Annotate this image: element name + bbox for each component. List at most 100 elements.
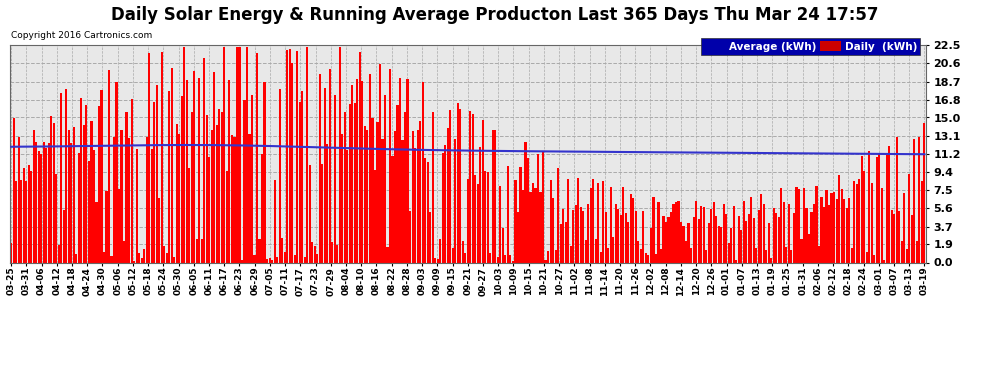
Bar	[138, 253, 141, 262]
Bar	[263, 82, 265, 262]
Bar	[625, 213, 627, 262]
Bar	[454, 139, 456, 262]
Bar	[530, 192, 532, 262]
Bar	[226, 171, 228, 262]
Bar	[710, 209, 712, 262]
Bar	[437, 259, 439, 262]
Bar	[690, 248, 692, 262]
Bar	[211, 130, 213, 262]
Bar	[451, 248, 453, 262]
Bar	[567, 179, 569, 262]
Bar	[286, 50, 288, 262]
Bar	[399, 78, 401, 262]
Bar	[713, 202, 715, 262]
Bar	[391, 156, 394, 262]
Bar	[10, 243, 12, 262]
Bar	[424, 158, 426, 262]
Bar	[577, 178, 579, 262]
Bar	[798, 189, 800, 262]
Bar	[778, 217, 780, 262]
Bar	[715, 216, 717, 262]
Bar	[660, 249, 662, 262]
Bar	[780, 188, 782, 262]
Bar	[329, 69, 331, 262]
Bar	[224, 47, 226, 262]
Bar	[291, 63, 293, 262]
Bar	[881, 188, 883, 262]
Bar	[409, 210, 411, 262]
Bar	[806, 209, 808, 262]
Bar	[858, 180, 860, 262]
Bar	[379, 64, 381, 262]
Bar	[610, 186, 612, 262]
Bar	[921, 181, 923, 262]
Bar	[366, 130, 368, 262]
Bar	[123, 241, 125, 262]
Bar	[244, 100, 246, 262]
Bar	[62, 210, 65, 262]
Bar	[70, 143, 72, 262]
Bar	[241, 260, 243, 262]
Bar	[461, 242, 464, 262]
Bar	[525, 142, 527, 262]
Bar	[446, 128, 448, 262]
Bar	[720, 227, 723, 262]
Bar	[745, 220, 747, 262]
Bar	[469, 111, 471, 262]
Text: Daily Solar Energy & Running Average Producton Last 365 Days Thu Mar 24 17:57: Daily Solar Energy & Running Average Pro…	[111, 6, 879, 24]
Bar	[886, 155, 888, 262]
Bar	[464, 253, 466, 262]
Bar	[342, 134, 344, 262]
Bar	[693, 217, 695, 262]
Bar	[288, 49, 291, 262]
Bar	[685, 241, 687, 262]
Bar	[728, 243, 730, 262]
Bar	[592, 179, 594, 262]
Bar	[703, 207, 705, 262]
Bar	[853, 181, 855, 262]
Bar	[65, 89, 67, 262]
Bar	[770, 258, 772, 262]
Bar	[113, 137, 115, 262]
Bar	[630, 194, 632, 262]
Bar	[30, 171, 33, 262]
Bar	[15, 181, 17, 262]
Bar	[916, 241, 918, 262]
Bar	[638, 242, 640, 262]
Bar	[216, 126, 218, 262]
Bar	[559, 224, 561, 262]
Bar	[793, 213, 795, 262]
Bar	[203, 58, 205, 262]
Bar	[499, 186, 502, 262]
Bar	[283, 252, 286, 262]
Bar	[432, 112, 434, 262]
Bar	[512, 261, 514, 262]
Bar	[590, 188, 592, 262]
Bar	[557, 168, 559, 262]
Bar	[170, 68, 173, 262]
Bar	[309, 165, 311, 262]
Bar	[273, 180, 275, 262]
Bar	[183, 47, 185, 262]
Bar	[141, 258, 143, 262]
Bar	[153, 102, 155, 262]
Bar	[131, 99, 133, 262]
Bar	[826, 190, 828, 262]
Bar	[587, 204, 589, 262]
Bar	[36, 142, 38, 262]
Bar	[602, 181, 604, 262]
Bar	[821, 197, 823, 262]
Bar	[828, 205, 831, 262]
Bar	[384, 95, 386, 262]
Bar	[768, 223, 770, 262]
Bar	[510, 255, 512, 262]
Bar	[572, 210, 574, 262]
Bar	[23, 168, 25, 262]
Bar	[374, 170, 376, 262]
Bar	[620, 215, 622, 262]
Bar	[440, 239, 442, 262]
Bar	[396, 105, 399, 262]
Bar	[256, 53, 258, 262]
Bar	[407, 79, 409, 262]
Bar	[361, 81, 363, 262]
